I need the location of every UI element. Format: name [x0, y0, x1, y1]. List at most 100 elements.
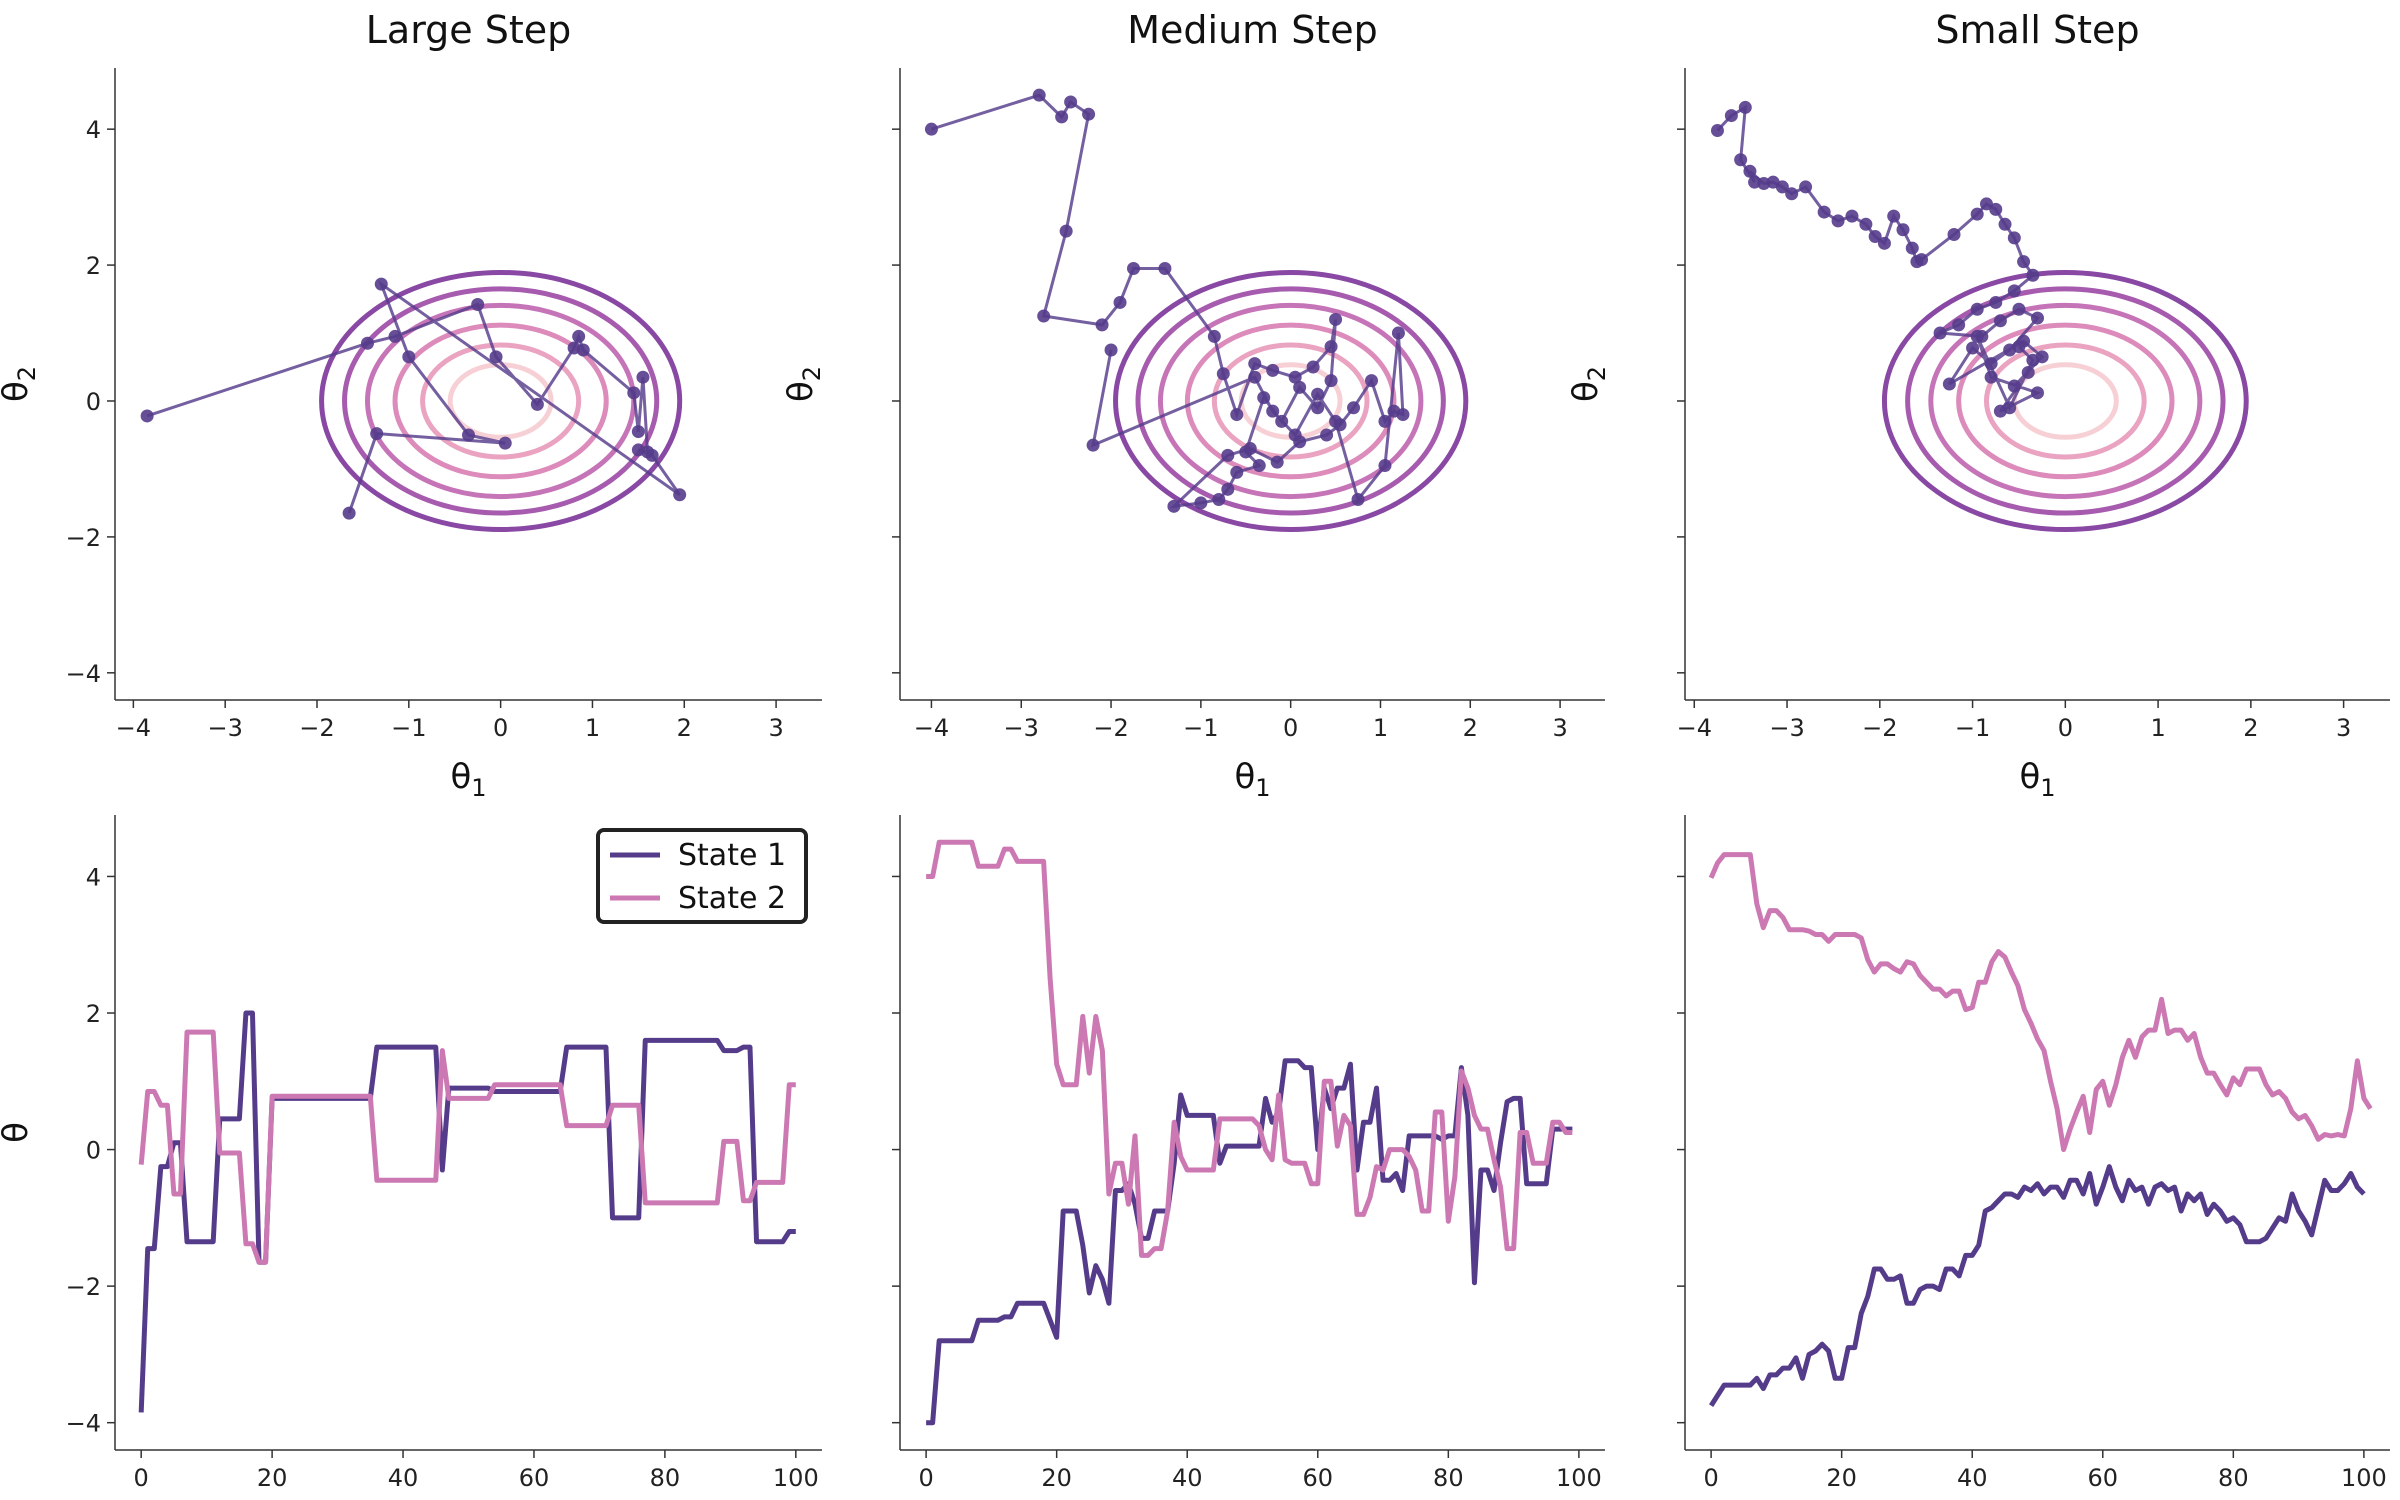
- chain-point: [1868, 230, 1882, 244]
- x-tick-label: 60: [2088, 1464, 2119, 1492]
- trace-state-2: [926, 839, 1573, 1258]
- trace-state-2: [1708, 852, 2373, 1153]
- chain-point: [1055, 110, 1069, 124]
- chain-point: [1248, 357, 1262, 371]
- x-tick-label: 80: [1433, 1464, 1464, 1492]
- contour-level-3: [1184, 322, 1397, 480]
- chain-point: [1095, 318, 1109, 332]
- y-tick-label: 0: [86, 1137, 101, 1165]
- x-tick-label: 2: [677, 714, 692, 742]
- x-tick-label: 1: [2150, 714, 2165, 742]
- contour-level-2: [1983, 342, 2147, 460]
- chain-point: [471, 297, 485, 311]
- panel-title: Large Step: [366, 8, 572, 52]
- chain-point: [1243, 442, 1257, 456]
- chain-point: [1970, 302, 1984, 316]
- contour-level-6: [1881, 269, 2249, 533]
- x-tick-label: −4: [914, 714, 949, 742]
- chain-point: [1104, 343, 1118, 357]
- chain-point: [627, 386, 641, 400]
- chain-point: [1859, 217, 1873, 231]
- chain-point: [1252, 459, 1266, 473]
- chain-point: [576, 343, 590, 357]
- chain-point: [1378, 414, 1392, 428]
- chain-point: [1113, 295, 1127, 309]
- density-contours: [1881, 269, 2249, 533]
- chain-point: [1905, 241, 1919, 255]
- x-tick-label: −2: [1093, 714, 1128, 742]
- chain-point: [1989, 295, 2003, 309]
- chain-point: [1221, 448, 1235, 462]
- y-tick-label: 2: [86, 1000, 101, 1028]
- y-tick-label: −4: [66, 1410, 101, 1438]
- chain-point: [1933, 326, 1947, 340]
- panel-title: Small Step: [1935, 8, 2139, 52]
- chain-point: [1288, 370, 1302, 384]
- panel-title: Medium Step: [1127, 8, 1378, 52]
- chain-point: [1710, 124, 1724, 138]
- chain-point: [1970, 329, 1984, 343]
- chain-point: [2007, 231, 2021, 245]
- trace-state-1: [1709, 1164, 2366, 1407]
- chain-point: [1952, 318, 1966, 332]
- x-tick-label: 20: [1041, 1464, 1072, 1492]
- chain-point: [1984, 357, 1998, 371]
- chain-point: [631, 425, 645, 439]
- chain-point: [498, 436, 512, 450]
- x-tick-label: 1: [1373, 714, 1388, 742]
- chain-point: [1266, 363, 1280, 377]
- chain-point: [1966, 341, 1980, 355]
- x-tick-label: −4: [116, 714, 151, 742]
- chain-point: [402, 350, 416, 364]
- x-tick-label: 80: [2218, 1464, 2249, 1492]
- legend-label: State 1: [678, 838, 786, 873]
- chain-point: [673, 488, 687, 502]
- chain-points: [1710, 100, 2049, 418]
- x-tick-label: −2: [299, 714, 334, 742]
- chain-point: [1194, 496, 1208, 510]
- contour-level-3: [1956, 322, 2175, 480]
- chain-point: [530, 397, 544, 411]
- chain-point: [1734, 153, 1748, 167]
- x-tick-label: 1: [585, 714, 600, 742]
- y-axis-label: θ2: [0, 366, 41, 402]
- chain-point: [1221, 482, 1235, 496]
- chain-point: [1364, 374, 1378, 388]
- y-tick-label: −2: [66, 524, 101, 552]
- chain-point: [1293, 380, 1307, 394]
- chain-point: [1947, 227, 1961, 241]
- y-axis-label: θ2: [1566, 366, 1611, 402]
- chain-point: [1032, 88, 1046, 102]
- chain-point: [388, 329, 402, 343]
- chain-point: [2021, 365, 2035, 379]
- contour-level-4: [1157, 302, 1424, 500]
- chain-point: [1347, 401, 1361, 415]
- x-tick-label: 0: [1703, 1464, 1718, 1492]
- chain-point: [1915, 253, 1929, 267]
- x-tick-label: 0: [918, 1464, 933, 1492]
- chain-point: [1257, 391, 1271, 405]
- x-axis-label: θ1: [2019, 757, 2055, 802]
- chain-point: [2007, 379, 2021, 393]
- chain-point: [1877, 236, 1891, 250]
- chain-point: [1396, 408, 1410, 422]
- density-contours: [1113, 269, 1469, 533]
- contour-level-6: [319, 269, 683, 533]
- chain-point: [1324, 374, 1338, 388]
- x-tick-label: 3: [1552, 714, 1567, 742]
- chain-point: [1230, 408, 1244, 422]
- panel-6: 0 20 40 60 80 100: [1677, 815, 2390, 1492]
- chain-point: [2012, 340, 2026, 354]
- chain-point: [1845, 209, 1859, 223]
- x-tick-label: −1: [1183, 714, 1218, 742]
- y-tick-label: 4: [86, 116, 101, 144]
- chain-point: [1324, 340, 1338, 354]
- chain-point: [1378, 459, 1392, 473]
- x-tick-label: 0: [134, 1464, 149, 1492]
- x-tick-label: −2: [1862, 714, 1897, 742]
- x-tick-label: 100: [773, 1464, 819, 1492]
- y-tick-label: 0: [86, 388, 101, 416]
- y-axis-label: θ: [0, 1122, 36, 1143]
- chain-point: [361, 336, 374, 350]
